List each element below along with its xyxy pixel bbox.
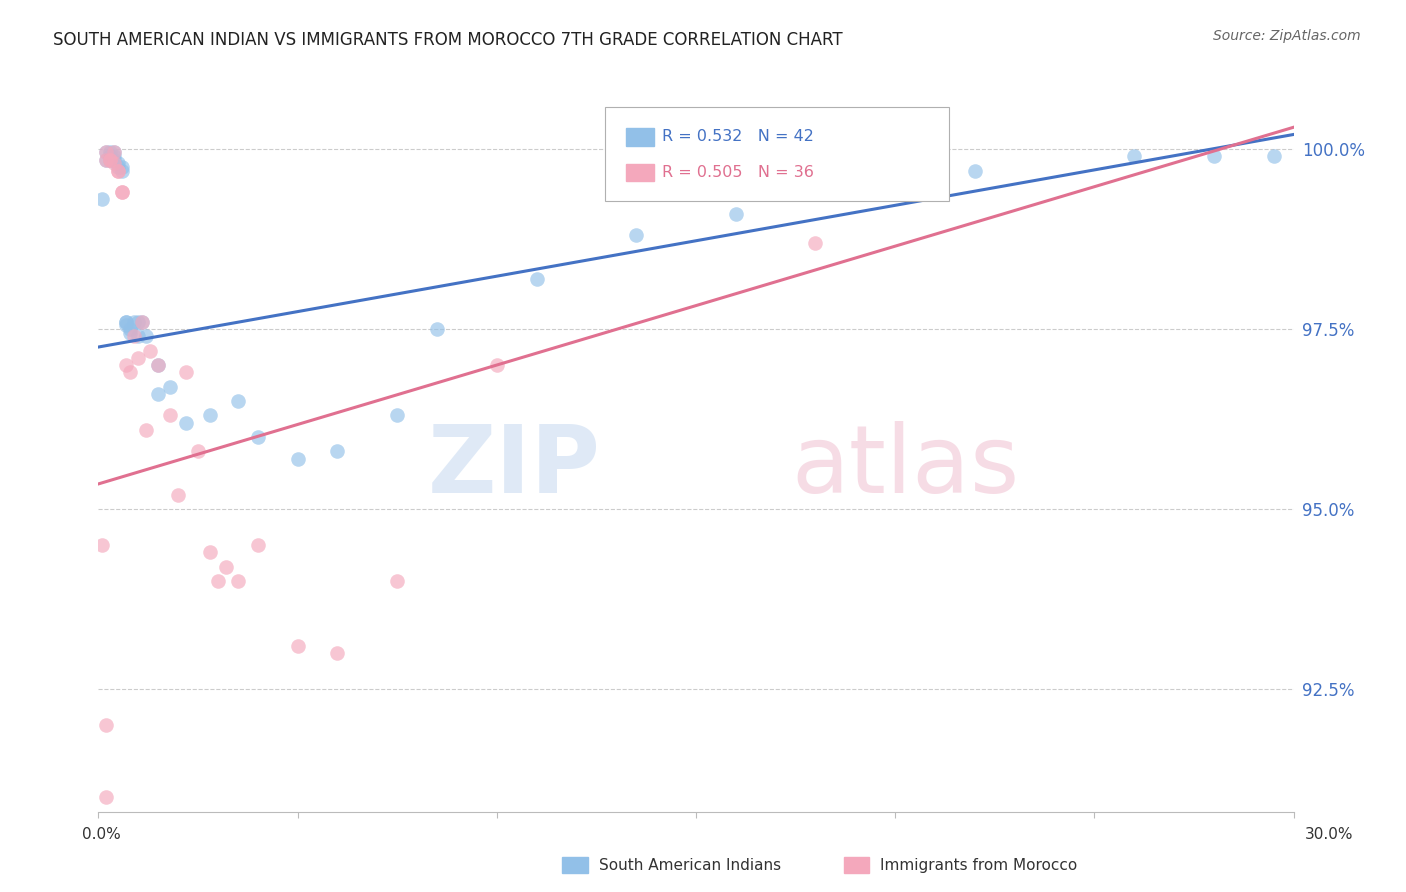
Point (98, 149, 122, 163)
Point (426, 322, 449, 336)
Text: R = 0.532   N = 42: R = 0.532 N = 42 (662, 129, 814, 145)
Point (215, 559, 238, 574)
Point (115, 318, 138, 333)
Point (111, 163, 134, 178)
Point (111, 185, 134, 199)
Point (246, 538, 269, 552)
Text: ZIP: ZIP (427, 421, 600, 513)
Point (96, 790, 118, 805)
Point (124, 315, 146, 329)
Text: atlas: atlas (792, 421, 1019, 513)
Point (98, 153, 122, 167)
Point (139, 343, 162, 358)
Point (107, 160, 129, 174)
Point (103, 145, 125, 160)
Point (124, 329, 146, 343)
Point (207, 574, 229, 589)
Point (226, 574, 249, 589)
Point (127, 315, 149, 329)
Point (107, 163, 129, 178)
Point (91, 192, 114, 206)
Text: R = 0.505   N = 36: R = 0.505 N = 36 (662, 165, 814, 180)
Text: Source: ZipAtlas.com: Source: ZipAtlas.com (1213, 29, 1361, 43)
Point (167, 488, 190, 502)
Text: 0.0%: 0.0% (82, 827, 121, 841)
Point (96, 718, 118, 732)
Point (131, 315, 153, 329)
Point (103, 156, 125, 170)
Point (103, 149, 125, 163)
Point (804, 235, 827, 250)
Text: SOUTH AMERICAN INDIAN VS IMMIGRANTS FROM MOROCCO 7TH GRADE CORRELATION CHART: SOUTH AMERICAN INDIAN VS IMMIGRANTS FROM… (53, 31, 844, 49)
Point (96, 145, 118, 160)
Point (148, 358, 170, 372)
Point (127, 351, 149, 365)
Point (96, 153, 118, 167)
Point (103, 145, 125, 160)
Point (174, 416, 197, 430)
Point (91, 538, 114, 552)
Point (148, 387, 170, 401)
Point (226, 394, 249, 409)
Point (111, 185, 134, 199)
Point (1123, 149, 1146, 163)
Point (135, 423, 157, 437)
Point (103, 153, 125, 167)
Point (107, 163, 129, 178)
Point (96, 153, 118, 167)
Point (526, 271, 548, 285)
Point (111, 160, 134, 174)
Text: Immigrants from Morocco: Immigrants from Morocco (880, 858, 1077, 872)
Point (198, 409, 221, 423)
Point (148, 358, 170, 372)
Point (115, 315, 138, 329)
Point (485, 358, 508, 372)
Point (115, 315, 138, 329)
Point (98, 153, 122, 167)
Point (107, 156, 129, 170)
Point (724, 207, 747, 221)
Point (120, 322, 142, 336)
Point (174, 365, 197, 379)
Point (385, 574, 409, 589)
Point (159, 409, 181, 423)
Point (120, 365, 142, 379)
Point (115, 358, 138, 372)
Point (120, 326, 142, 340)
Point (98, 153, 122, 167)
Point (287, 639, 309, 653)
Point (131, 315, 153, 329)
Point (326, 646, 349, 660)
Point (96, 145, 118, 160)
Point (159, 379, 181, 393)
Point (98, 145, 122, 160)
Point (963, 163, 986, 178)
Point (287, 451, 309, 466)
Point (246, 430, 269, 444)
Point (326, 444, 349, 458)
Point (198, 545, 221, 559)
Point (385, 409, 409, 423)
Text: 30.0%: 30.0% (1305, 827, 1353, 841)
Point (824, 185, 846, 199)
Point (127, 329, 149, 343)
Point (1263, 149, 1285, 163)
Point (626, 228, 648, 243)
Point (724, 149, 747, 163)
Text: South American Indians: South American Indians (599, 858, 782, 872)
Point (135, 329, 157, 343)
Point (1202, 149, 1225, 163)
Point (187, 444, 209, 458)
